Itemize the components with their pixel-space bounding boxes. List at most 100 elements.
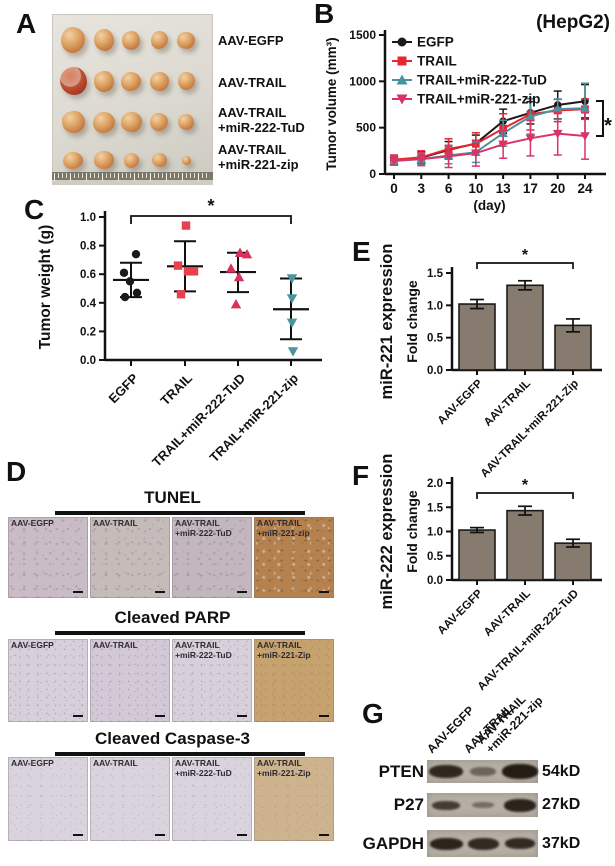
series-line — [393, 132, 586, 162]
ihc-section-underline — [55, 631, 305, 635]
protein-band — [502, 764, 538, 779]
tumor-specimen — [150, 113, 168, 131]
scale-bar — [73, 833, 83, 836]
ihc-image-label: AAV-EGFP — [11, 640, 54, 651]
bar — [458, 529, 496, 581]
ihc-image: AAV-EGFP — [8, 757, 88, 841]
tumor-specimen — [150, 31, 168, 49]
y-tick-label: 2.0 — [427, 478, 443, 490]
ihc-image: AAV-TRAIL +miR-221-Zip — [254, 639, 334, 722]
tumor-specimen — [178, 114, 194, 130]
y-axis-label-1: miR-221 expression — [378, 244, 396, 400]
y-tick-label: 1.5 — [427, 268, 444, 280]
marker-circle — [131, 249, 141, 259]
label-line: AAV-TRAIL — [257, 758, 302, 768]
marker-square — [176, 290, 186, 299]
treatment-group-label: AAV-EGFP — [218, 33, 284, 49]
marker-circle — [132, 288, 142, 297]
protein-band — [429, 837, 463, 850]
ihc-image-label: AAV-TRAIL +miR-221-zip — [257, 518, 310, 538]
significance-bracket — [476, 262, 574, 269]
mir222-expression-chart: 0.0 0.5 1.0 1.5 2.0 miR-222 expression Fold ch… — [378, 454, 602, 693]
marker-triangle-up — [234, 247, 246, 257]
x-category-label: AAV-TRAIL — [482, 378, 533, 429]
treatment-group-label: AAV-TRAIL +miR-221-zip — [218, 142, 299, 172]
y-tick-label: 0.0 — [427, 365, 443, 377]
bar — [506, 284, 544, 371]
panel-b-letter: B — [314, 0, 335, 29]
scale-bar — [155, 833, 165, 836]
x-tick-label: 3 — [418, 181, 426, 196]
scale-bar — [237, 833, 247, 836]
marker-triangle-down — [498, 140, 508, 150]
tumor-specimen — [61, 111, 85, 133]
y-tick-label: 1.5 — [427, 502, 444, 514]
treatment-group-label: AAV-TRAIL +miR-222-TuD — [218, 105, 305, 135]
tumor-specimen — [123, 152, 139, 168]
panel-e-letter: E — [352, 236, 371, 267]
marker-triangle-down — [396, 94, 408, 105]
label-line: AAV-EGFP — [11, 518, 54, 528]
y-tick-label: 0.4 — [80, 298, 97, 310]
label-line: AAV-EGFP — [11, 640, 54, 650]
treatment-group-label: AAV-TRAIL — [218, 75, 287, 91]
blot-strip — [427, 830, 538, 857]
label-line: +miR-222-TuD — [175, 767, 232, 778]
ihc-image: AAV-TRAIL — [90, 639, 170, 722]
label-line: AAV-TRAIL — [218, 75, 287, 90]
blot-strip — [427, 793, 538, 817]
y-tick-label: 1500 — [349, 28, 376, 42]
significance-bracket — [596, 100, 604, 137]
ihc-section-title: TUNEL — [144, 488, 201, 507]
ihc-section-underline — [55, 752, 305, 756]
x-category-label: TRAIL+miR-221-zip — [206, 370, 301, 465]
legend-label: TRAIL+miR-222-TuD — [417, 73, 547, 88]
ruler — [52, 172, 213, 185]
x-tick-label: 10 — [468, 181, 483, 196]
ihc-image: AAV-TRAIL +miR-222-TuD — [172, 757, 252, 841]
scale-bar — [319, 590, 329, 593]
y-tick-label: 0 — [369, 167, 376, 181]
bar — [458, 303, 496, 371]
ihc-image-label: AAV-TRAIL — [93, 758, 138, 769]
y-tick-label: 0.8 — [80, 241, 97, 253]
marker-triangle-up — [241, 248, 253, 259]
legend-label: EGFP — [417, 35, 454, 50]
scale-bar — [155, 590, 165, 593]
label-line: AAV-TRAIL — [175, 518, 220, 528]
ihc-image-label: AAV-TRAIL +miR-222-TuD — [175, 758, 232, 778]
label-line: +miR-222-TuD — [175, 527, 232, 538]
y-tick-label: 0.2 — [80, 326, 96, 338]
label-line: AAV-TRAIL — [93, 640, 138, 650]
ihc-image: AAV-EGFP — [8, 517, 88, 598]
y-tick-label: 0.0 — [427, 575, 443, 587]
tumor-specimen — [94, 29, 114, 51]
blot-protein-label: PTEN — [378, 761, 424, 781]
ihc-panel: TUNEL AAV-EGFP AAV-TRAIL AAV-TRAIL +miR-222-… — [0, 455, 345, 866]
ihc-image: AAV-TRAIL +miR-222-TuD — [172, 517, 252, 598]
x-category-label: TRAIL — [157, 370, 195, 408]
marker-square — [397, 56, 407, 66]
tumor-specimen — [122, 30, 140, 50]
x-category-label: AAV-EGFP — [436, 377, 486, 427]
ihc-section-title: Cleaved Caspase-3 — [95, 729, 250, 748]
ihc-image-label: AAV-TRAIL +miR-221-Zip — [257, 640, 311, 660]
x-tick-label: 24 — [577, 181, 593, 196]
y-axis-label-2: Fold change — [404, 490, 420, 573]
protein-band — [505, 838, 535, 849]
label-line: AAV-EGFP — [11, 758, 54, 768]
marker-triangle-up — [233, 271, 245, 282]
marker-triangle-down — [286, 294, 298, 304]
scale-bar — [73, 590, 83, 593]
x-tick-label: 13 — [496, 181, 512, 196]
label-line: +miR-221-zip — [218, 156, 299, 172]
ihc-image: AAV-TRAIL +miR-221-Zip — [254, 757, 334, 841]
label-line: +miR-222-TuD — [175, 649, 232, 660]
ihc-image-label: AAV-TRAIL — [93, 518, 138, 529]
tumor-photo — [52, 14, 213, 185]
ihc-image: AAV-TRAIL +miR-221-zip — [254, 517, 334, 598]
marker-circle — [125, 277, 135, 286]
ihc-image: AAV-TRAIL +miR-222-TuD — [172, 639, 252, 722]
label-line: +miR-221-zip — [257, 527, 310, 538]
y-axis-label: Tumor weight (g) — [37, 225, 54, 350]
